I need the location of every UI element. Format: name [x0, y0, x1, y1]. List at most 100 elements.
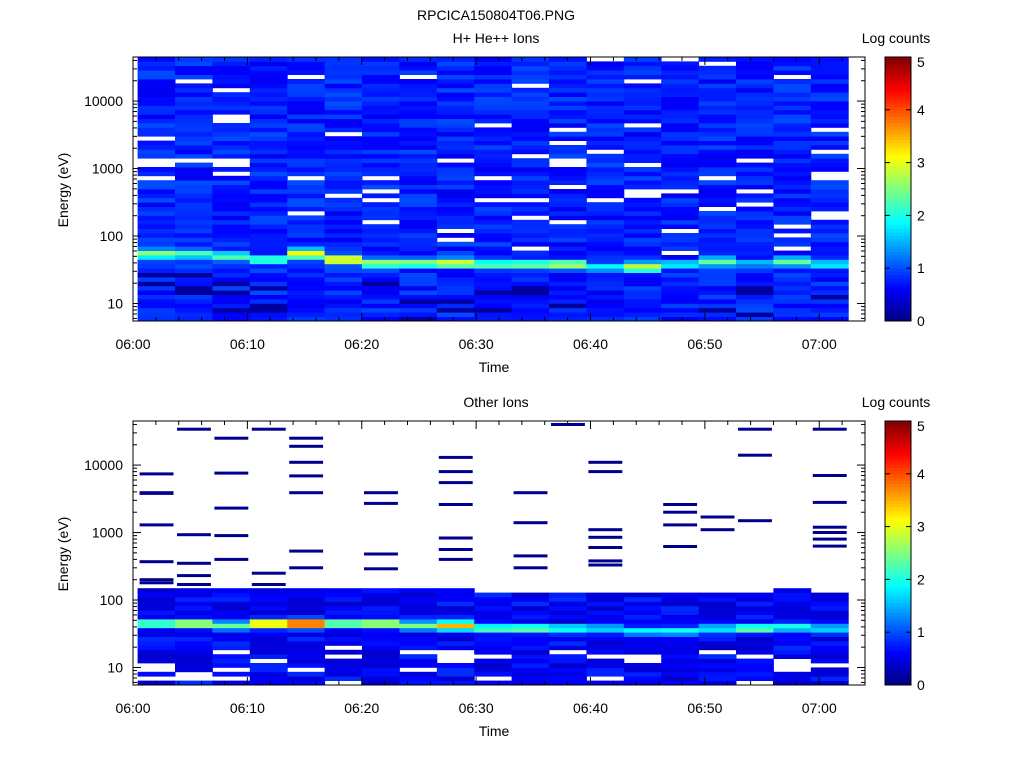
heatmap-cell — [623, 96, 662, 102]
heatmap-cell — [249, 206, 288, 212]
heatmap-cell — [661, 206, 700, 212]
heatmap-cell — [324, 663, 363, 668]
heatmap-cell — [137, 268, 176, 273]
heatmap-cell — [436, 197, 475, 203]
heatmap-cell — [362, 171, 400, 177]
heatmap-cell — [736, 215, 774, 221]
heatmap-cell — [474, 255, 513, 260]
heatmap-cell — [623, 627, 662, 633]
heatmap-cell — [287, 641, 326, 646]
heatmap-cell — [249, 619, 288, 624]
x-tick-label: 06:50 — [687, 700, 722, 716]
heatmap-cell — [736, 219, 774, 225]
heatmap-cell — [474, 145, 513, 150]
heatmap-cell — [399, 281, 438, 287]
heatmap-cell — [324, 316, 363, 322]
heatmap-cell — [623, 237, 662, 243]
heatmap-cell — [773, 614, 812, 620]
heatmap-cell — [698, 303, 737, 309]
heatmap-cell — [137, 627, 176, 633]
heatmap-cell — [324, 255, 363, 260]
heatmap-cell — [736, 312, 774, 317]
heatmap-cell — [736, 241, 774, 247]
colorbar-segment — [885, 182, 911, 187]
heatmap-cell — [736, 645, 774, 651]
heatmap-cell — [324, 136, 363, 141]
heatmap-cell — [623, 645, 662, 651]
heatmap-cell — [586, 233, 625, 238]
heatmap-cell — [436, 610, 475, 615]
heatmap-cell — [810, 83, 849, 89]
colorbar-segment — [885, 90, 911, 94]
heatmap-cell — [474, 268, 513, 273]
heatmap-cell — [324, 290, 363, 295]
colorbar-segment — [885, 63, 911, 68]
heatmap-cell — [586, 184, 625, 190]
heatmap-cell — [623, 241, 662, 247]
heatmap-cell — [511, 294, 550, 300]
heatmap-cell — [736, 601, 774, 607]
heatmap-cell — [736, 61, 774, 67]
heatmap-cell — [511, 219, 550, 225]
colorbar-segment — [885, 665, 911, 669]
heatmap-cell — [436, 316, 475, 322]
colorbar-segment — [885, 241, 911, 246]
heatmap-cell — [773, 303, 812, 309]
heatmap-cell — [623, 623, 662, 629]
heatmap-cell — [287, 654, 326, 659]
heatmap-cell — [287, 632, 326, 637]
heatmap-cell — [661, 290, 700, 295]
colorbar-segment — [885, 185, 911, 190]
heatmap-cell — [287, 206, 326, 212]
heatmap-cell — [773, 312, 812, 317]
heatmap-cell — [362, 114, 400, 119]
heatmap-cell — [810, 193, 849, 199]
heatmap-cell — [212, 277, 251, 282]
heatmap-cell — [773, 263, 812, 269]
heatmap-cell — [249, 145, 288, 150]
heatmap-cell — [549, 601, 587, 607]
heatmap-cell — [175, 57, 213, 62]
heatmap-cell — [586, 627, 625, 633]
heatmap-cell — [249, 645, 288, 651]
heatmap-cell — [137, 588, 176, 593]
heatmap-cell — [212, 663, 251, 668]
heatmap-cell — [399, 136, 438, 141]
heatmap-cell — [810, 92, 849, 97]
count-line — [588, 460, 623, 464]
colorbar-segment — [885, 261, 911, 266]
heatmap-cell — [474, 162, 513, 168]
heatmap-cell — [586, 202, 625, 207]
heatmap-cell — [175, 233, 213, 238]
heatmap-cell — [175, 645, 213, 651]
heatmap-cell — [698, 114, 737, 119]
heatmap-cell — [549, 224, 587, 229]
heatmap-cell — [137, 184, 176, 190]
heatmap-cell — [137, 680, 176, 686]
heatmap-cell — [586, 136, 625, 141]
heatmap-cell — [399, 184, 438, 190]
heatmap-cell — [324, 241, 363, 247]
heatmap-cell — [436, 131, 475, 137]
heatmap-cell — [623, 290, 662, 295]
heatmap-cell — [287, 241, 326, 247]
y-tick-label: 100 — [100, 228, 124, 244]
heatmap-cell — [175, 588, 213, 593]
heatmap-cell — [399, 145, 438, 150]
heatmap-cell — [362, 641, 400, 646]
heatmap-cell — [549, 136, 587, 141]
heatmap-cell — [212, 96, 251, 102]
heatmap-cell — [399, 255, 438, 260]
heatmap-cell — [549, 65, 587, 71]
colorbar-segment — [885, 424, 911, 429]
colorbar-segment — [885, 66, 911, 71]
heatmap-cell — [810, 263, 849, 269]
heatmap-cell — [511, 233, 550, 238]
heatmap-cell — [436, 79, 475, 84]
heatmap-cell — [287, 224, 326, 229]
heatmap-cell — [511, 268, 550, 273]
heatmap-cell — [324, 175, 363, 181]
heatmap-cell — [549, 189, 587, 194]
heatmap-cell — [773, 307, 812, 313]
heatmap-cell — [362, 79, 400, 84]
